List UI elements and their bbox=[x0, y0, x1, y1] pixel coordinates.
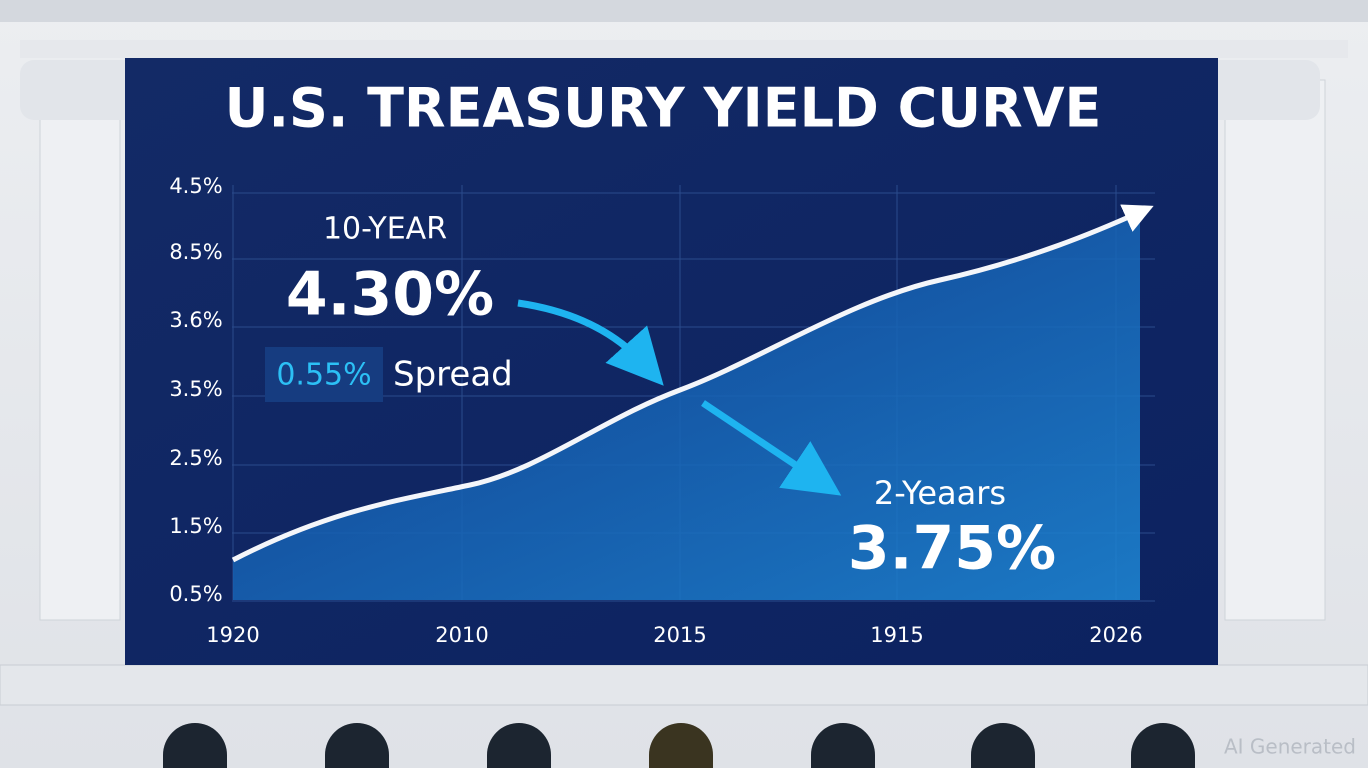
x-axis-label: 1920 bbox=[206, 623, 259, 647]
ten-year-label: 10-YEAR bbox=[323, 212, 447, 247]
x-axis-label: 1915 bbox=[870, 623, 923, 647]
window bbox=[163, 723, 227, 768]
y-axis-label: 3.5% bbox=[169, 377, 222, 401]
two-year-value: 3.75% bbox=[848, 514, 1056, 584]
left-capital bbox=[20, 60, 145, 120]
window bbox=[971, 723, 1035, 768]
right-column bbox=[1224, 79, 1326, 621]
arrow bbox=[517, 299, 664, 386]
x-axis-label: 2010 bbox=[435, 623, 488, 647]
y-axis-label: 4.5% bbox=[169, 174, 222, 198]
x-axis-label: 2015 bbox=[653, 623, 706, 647]
spread-value: 0.55% bbox=[276, 358, 371, 393]
window bbox=[487, 723, 551, 768]
window bbox=[811, 723, 875, 768]
y-axis-label: 3.6% bbox=[169, 308, 222, 332]
title: U.S. TREASURY YIELD CURVE bbox=[225, 77, 1102, 140]
y-axis-label: 2.5% bbox=[169, 446, 222, 470]
window bbox=[325, 723, 389, 768]
right-capital bbox=[1195, 60, 1320, 120]
windows bbox=[163, 723, 1195, 768]
arrow bbox=[701, 400, 842, 496]
yield-curve bbox=[231, 204, 1154, 563]
ten-year-value: 4.30% bbox=[286, 260, 494, 330]
curve-area bbox=[233, 212, 1140, 600]
window bbox=[649, 723, 713, 768]
frieze bbox=[20, 40, 1348, 58]
y-axis-label: 0.5% bbox=[169, 582, 222, 606]
x-axis-label: 2026 bbox=[1089, 623, 1142, 647]
cornice bbox=[0, 0, 1368, 22]
y-axis-label: 1.5% bbox=[169, 514, 222, 538]
spread-box bbox=[265, 347, 383, 402]
two-year-label: 2-Yeaars bbox=[874, 474, 1006, 512]
window bbox=[1131, 723, 1195, 768]
watermark: AI Generated bbox=[1224, 735, 1356, 759]
spread-label: Spread bbox=[393, 355, 513, 395]
ledge bbox=[0, 664, 1368, 706]
y-axis-label: 8.5% bbox=[169, 240, 222, 264]
left-column bbox=[39, 79, 121, 621]
